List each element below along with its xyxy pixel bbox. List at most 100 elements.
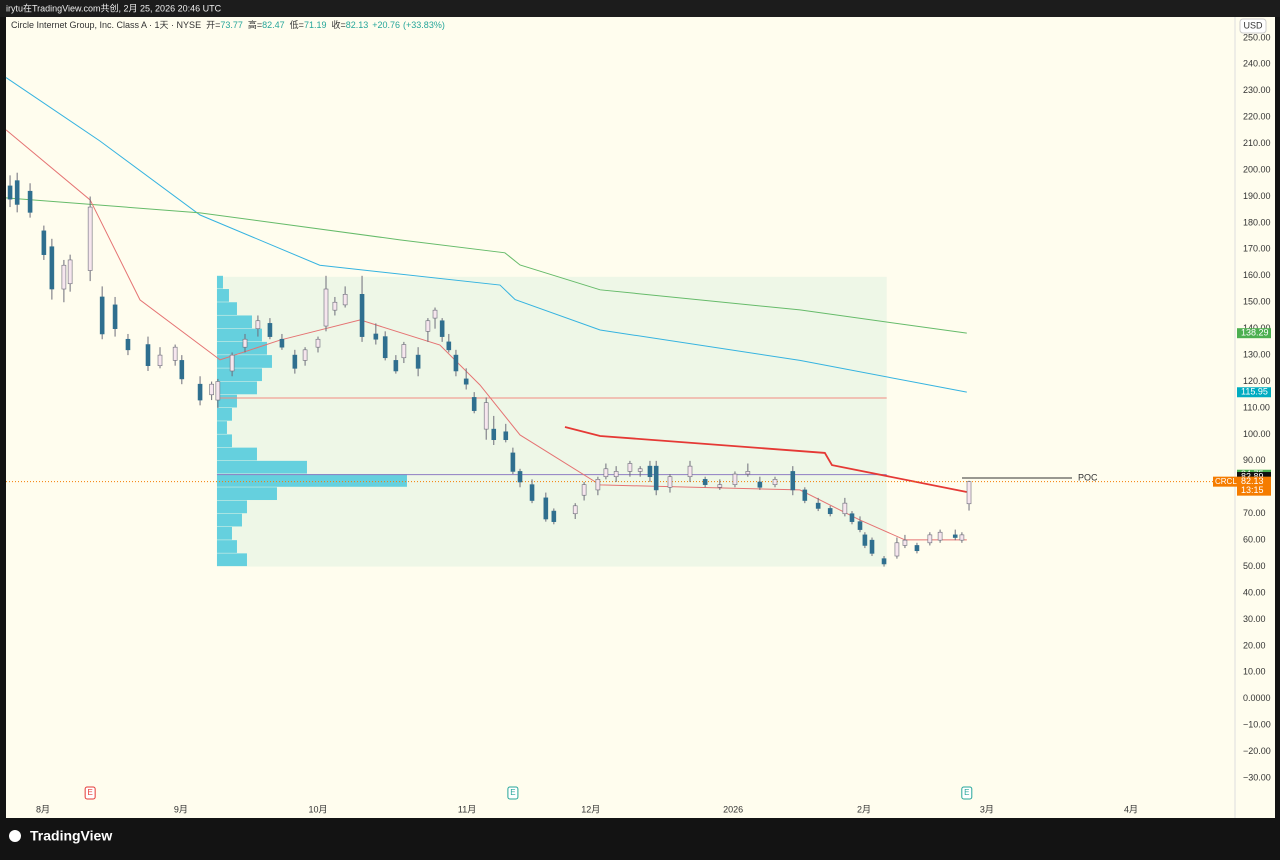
- brand: TradingView: [30, 828, 112, 844]
- candle-body: [869, 539, 875, 554]
- price-tag-label: 138.29: [1241, 328, 1269, 338]
- candle-body: [857, 521, 863, 530]
- y-tick-label: 20.00: [1243, 640, 1266, 650]
- candle-body: [432, 309, 438, 319]
- legend-label: 高=: [248, 19, 262, 30]
- candle-body: [125, 338, 131, 351]
- plot: 250.00 240.00 230.00 220.00 210.00 200.00 190.…: [5, 32, 1271, 814]
- currency-box[interactable]: [1239, 18, 1267, 34]
- y-tick-label: 170.00: [1243, 244, 1271, 254]
- profile-bar: [216, 315, 252, 329]
- candle-body: [732, 473, 738, 485]
- indicator-line: [6, 197, 967, 334]
- candle-body: [529, 484, 535, 501]
- profile-bar: [216, 540, 237, 553]
- candle-body: [717, 484, 723, 488]
- y-tick-label: 180.00: [1243, 217, 1271, 227]
- candle-body: [894, 542, 900, 557]
- candle-body: [637, 468, 643, 472]
- candle-body: [491, 428, 497, 441]
- y-tick-label: 160.00: [1243, 270, 1271, 280]
- candle-body: [790, 471, 796, 491]
- profile-bar: [216, 289, 229, 302]
- y-tick-label: −30.00: [1243, 772, 1271, 782]
- candle-body: [653, 465, 659, 491]
- candle-body: [157, 354, 163, 366]
- y-tick-label: 110.00: [1243, 402, 1270, 412]
- candle-body: [627, 463, 633, 472]
- candle-body: [229, 354, 235, 372]
- candle-body: [937, 531, 943, 541]
- currency: USD: [1243, 20, 1263, 30]
- legend-label: 收=: [331, 19, 345, 30]
- candle-body: [815, 502, 821, 509]
- candle-body: [959, 534, 965, 541]
- candle-body: [302, 349, 308, 361]
- profile-bar: [216, 500, 247, 514]
- x-tick-label: 2月: [857, 804, 871, 814]
- candle-body: [197, 383, 203, 401]
- event-marker: [507, 786, 519, 800]
- candle-body: [49, 246, 55, 290]
- candle-body: [267, 323, 273, 337]
- candle-body: [914, 545, 920, 552]
- candle-body: [966, 481, 972, 505]
- candle-body: [517, 471, 523, 483]
- candle-body: [112, 304, 118, 329]
- candle-body: [471, 397, 477, 411]
- event-label: E: [510, 788, 515, 797]
- x-tick-label: 10月: [308, 804, 327, 814]
- bottom-bar: [0, 818, 1280, 855]
- candle-body: [292, 354, 298, 369]
- profile-bar: [216, 407, 232, 421]
- candle-body: [382, 336, 388, 359]
- legend-label: 低=: [290, 19, 304, 30]
- poc-label: POC: [1078, 472, 1098, 482]
- top-bar: [0, 0, 1280, 17]
- x-tick-label: 8月: [36, 804, 50, 814]
- y-tick-label: 30.00: [1243, 614, 1266, 624]
- candle-body: [373, 333, 379, 340]
- candle-body: [315, 338, 321, 348]
- y-tick-label: 150.00: [1243, 297, 1271, 307]
- x-tick-label: 2026: [723, 804, 743, 814]
- candle-body: [647, 465, 653, 478]
- candle-body: [323, 288, 329, 327]
- candle-body: [453, 354, 459, 372]
- profile-bar: [216, 434, 232, 448]
- legend-change-pct: (+33.83%): [403, 20, 445, 30]
- legend-change: +20.76: [372, 20, 400, 30]
- symbol-tag: [1213, 476, 1237, 487]
- y-tick-label: 70.00: [1243, 508, 1266, 518]
- profile-bar: [216, 355, 272, 368]
- profile-bar: [216, 381, 257, 395]
- y-tick-label: 230.00: [1243, 85, 1271, 95]
- candle-body: [67, 259, 73, 285]
- candle-body: [572, 505, 578, 515]
- x-tick-label: 3月: [980, 804, 994, 814]
- x-tick-label: 11月: [458, 804, 476, 814]
- x-tick-label: 12月: [581, 804, 600, 814]
- candle-body: [927, 534, 933, 544]
- profile-bar: [216, 553, 247, 567]
- y-tick-label: 90.00: [1243, 455, 1266, 465]
- legend-value: 82.47: [262, 20, 285, 30]
- countdown: 13:15: [1241, 485, 1264, 495]
- candle-body: [827, 508, 833, 515]
- candle-body: [393, 360, 399, 372]
- legend-label: 开=: [206, 20, 220, 30]
- candle-body: [772, 479, 778, 485]
- profile-bar: [216, 275, 223, 289]
- candle-body: [145, 344, 151, 366]
- logo-icon: [9, 830, 21, 842]
- candle-body: [603, 468, 609, 478]
- price-tag: [1237, 328, 1271, 339]
- candle-body: [613, 471, 619, 478]
- legend-value: 71.19: [304, 20, 327, 30]
- y-tick-label: 190.00: [1243, 191, 1271, 201]
- candle-body: [99, 296, 105, 335]
- candle-body: [172, 346, 178, 361]
- candle-body: [255, 320, 261, 329]
- profile-bar: [216, 328, 262, 342]
